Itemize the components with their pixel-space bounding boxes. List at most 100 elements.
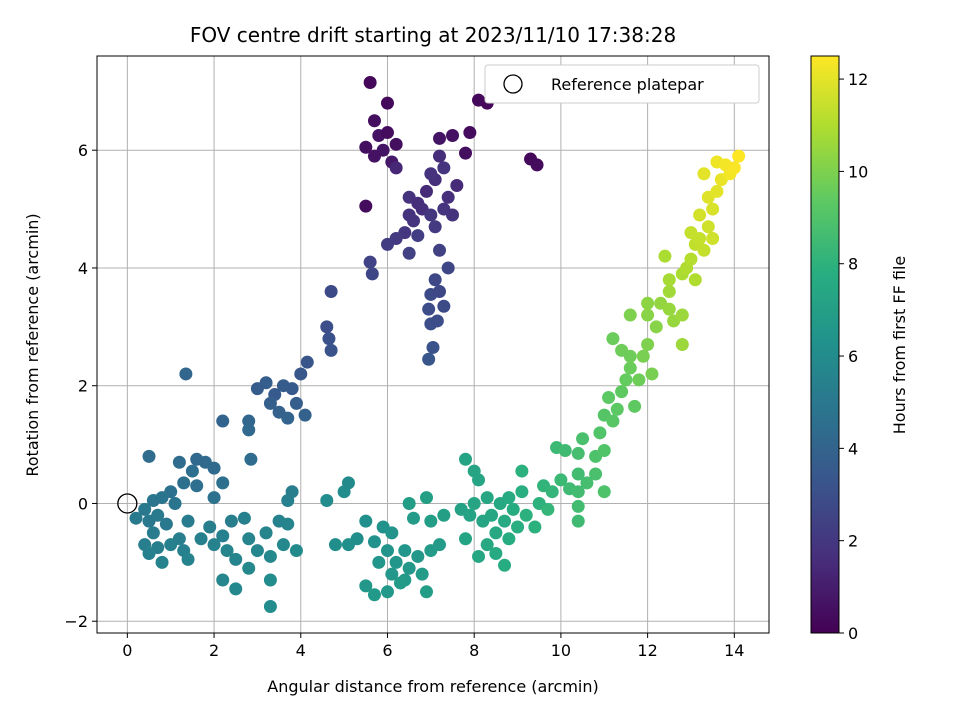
scatter-point bbox=[322, 332, 336, 346]
scatter-point bbox=[662, 285, 676, 299]
scatter-point bbox=[602, 390, 616, 404]
scatter-point bbox=[298, 408, 312, 422]
scatter-point bbox=[615, 385, 629, 399]
scatter-point bbox=[554, 473, 568, 487]
scatter-point bbox=[411, 549, 425, 563]
scatter-point bbox=[732, 149, 746, 163]
scatter-point bbox=[155, 491, 169, 505]
x-tick-label: 10 bbox=[551, 641, 571, 660]
scatter-point bbox=[385, 567, 399, 581]
scatter-point bbox=[203, 520, 217, 534]
colorbar-tick-label: 4 bbox=[848, 439, 858, 458]
scatter-point bbox=[359, 579, 373, 593]
scatter-point bbox=[190, 479, 204, 493]
scatter-point bbox=[428, 273, 442, 287]
scatter-point bbox=[419, 585, 433, 599]
scatter-point bbox=[472, 473, 486, 487]
scatter-point bbox=[229, 552, 243, 566]
scatter-point bbox=[463, 126, 477, 140]
x-tick-label: 4 bbox=[296, 641, 306, 660]
scatter-point bbox=[172, 455, 186, 469]
scatter-point bbox=[619, 373, 633, 387]
scatter-point bbox=[367, 535, 381, 549]
scatter-point bbox=[281, 411, 295, 425]
scatter-point bbox=[285, 485, 299, 499]
colorbar-tick-label: 0 bbox=[848, 624, 858, 643]
scatter-point bbox=[216, 573, 230, 587]
scatter-point bbox=[606, 332, 620, 346]
scatter-point bbox=[727, 161, 741, 175]
scatter-point bbox=[641, 338, 655, 351]
x-axis-label: Angular distance from reference (arcmin) bbox=[267, 677, 598, 696]
scatter-point bbox=[498, 514, 512, 528]
scatter-point bbox=[571, 485, 585, 499]
scatter-point bbox=[380, 237, 394, 251]
scatter-point bbox=[662, 273, 676, 287]
scatter-point bbox=[459, 452, 473, 466]
y-tick-label: 0 bbox=[78, 494, 88, 513]
scatter-point bbox=[419, 491, 433, 505]
scatter-point bbox=[530, 158, 544, 172]
scatter-point bbox=[684, 226, 698, 240]
scatter-point bbox=[181, 552, 195, 566]
scatter-point bbox=[489, 526, 503, 540]
scatter-point bbox=[430, 314, 444, 328]
scatter-point bbox=[571, 467, 585, 481]
scatter-point bbox=[571, 514, 585, 528]
scatter-point bbox=[159, 517, 173, 531]
scatter-point bbox=[380, 544, 394, 558]
scatter-point bbox=[662, 302, 676, 316]
scatter-point bbox=[244, 452, 258, 466]
scatter-point bbox=[359, 514, 373, 528]
scatter-point bbox=[129, 511, 143, 525]
scatter-point bbox=[181, 514, 195, 528]
scatter-point bbox=[179, 367, 193, 381]
scatter-point bbox=[684, 252, 698, 266]
scatter-point bbox=[519, 508, 533, 522]
scatter-point bbox=[155, 555, 169, 569]
scatter-point bbox=[459, 532, 473, 546]
y-tick-label: 2 bbox=[78, 377, 88, 396]
scatter-point bbox=[645, 367, 659, 381]
scatter-point bbox=[623, 349, 637, 363]
scatter-point bbox=[289, 544, 303, 558]
scatter-point bbox=[142, 449, 156, 463]
scatter-point bbox=[422, 302, 436, 316]
scatter-point bbox=[398, 544, 412, 558]
scatter-point bbox=[467, 496, 481, 510]
reference-marker bbox=[117, 493, 138, 514]
colorbar-label: Hours from first FF file bbox=[890, 256, 909, 435]
scatter-point bbox=[185, 464, 199, 478]
scatter-point bbox=[177, 476, 191, 490]
scatter-point bbox=[281, 517, 295, 531]
scatter-point bbox=[350, 532, 364, 546]
scatter-point bbox=[446, 128, 460, 142]
scatter-point bbox=[502, 532, 516, 546]
scatter-point bbox=[372, 555, 386, 569]
scatter-point bbox=[580, 476, 594, 490]
x-tick-label: 6 bbox=[382, 641, 392, 660]
scatter-point bbox=[289, 396, 303, 410]
scatter-point bbox=[675, 308, 689, 322]
y-tick-label: 6 bbox=[78, 141, 88, 160]
scatter-point bbox=[658, 249, 672, 263]
scatter-point bbox=[190, 452, 204, 466]
scatter-point bbox=[424, 167, 438, 181]
scatter-point bbox=[541, 502, 555, 516]
colorbar-tick-label: 12 bbox=[848, 70, 868, 89]
scatter-point bbox=[411, 229, 425, 243]
y-axis-ticks: −2 0 2 4 6 bbox=[64, 141, 97, 631]
scatter-point bbox=[623, 308, 637, 322]
scatter-point bbox=[433, 538, 447, 552]
scatter-point bbox=[506, 502, 520, 516]
x-tick-label: 12 bbox=[637, 641, 657, 660]
scatter-point bbox=[545, 485, 559, 499]
scatter-point bbox=[623, 361, 637, 375]
scatter-point bbox=[367, 149, 381, 163]
scatter-point bbox=[363, 75, 377, 89]
scatter-point bbox=[380, 96, 394, 110]
scatter-point bbox=[419, 184, 433, 198]
y-tick-label: 4 bbox=[78, 259, 88, 278]
scatter-point bbox=[610, 402, 624, 416]
